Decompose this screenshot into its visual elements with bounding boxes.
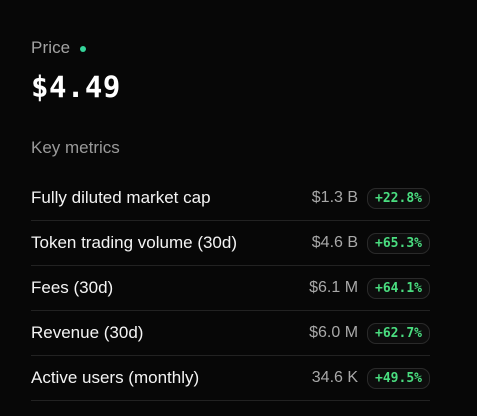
change-badge: +65.3% — [367, 232, 430, 254]
metric-row-active-users: Active users (monthly) 34.6 K +49.5% — [31, 356, 430, 401]
metric-value: 34.6 K — [311, 369, 359, 386]
metric-label: Fees (30d) — [31, 278, 114, 297]
key-metrics-title: Key metrics — [31, 138, 120, 157]
metric-label: Fully diluted market cap — [31, 188, 211, 207]
change-badge: +22.8% — [367, 187, 430, 209]
metric-value: $6.0 M — [309, 324, 359, 341]
metric-label: Revenue (30d) — [31, 323, 144, 342]
change-badge: +62.7% — [367, 322, 430, 344]
price-value: $4.49 — [31, 70, 121, 104]
metric-value: $6.1 M — [309, 279, 359, 296]
metric-row-fully-diluted-market-cap: Fully diluted market cap $1.3 B +22.8% — [31, 176, 430, 221]
metric-value: $4.6 B — [311, 234, 359, 251]
change-badge: +64.1% — [367, 277, 430, 299]
metric-row-token-trading-volume: Token trading volume (30d) $4.6 B +65.3% — [31, 221, 430, 266]
price-header: Price — [31, 38, 87, 58]
metric-row-revenue: Revenue (30d) $6.0 M +62.7% — [31, 311, 430, 356]
live-status-dot-icon — [80, 45, 87, 52]
metric-row-fees: Fees (30d) $6.1 M +64.1% — [31, 266, 430, 311]
metric-value: $1.3 B — [311, 189, 359, 206]
metric-label: Token trading volume (30d) — [31, 233, 238, 252]
key-metrics-list: Fully diluted market cap $1.3 B +22.8% T… — [31, 176, 430, 401]
price-label: Price — [31, 38, 71, 57]
change-badge: +49.5% — [367, 367, 430, 389]
metric-label: Active users (monthly) — [31, 368, 200, 387]
